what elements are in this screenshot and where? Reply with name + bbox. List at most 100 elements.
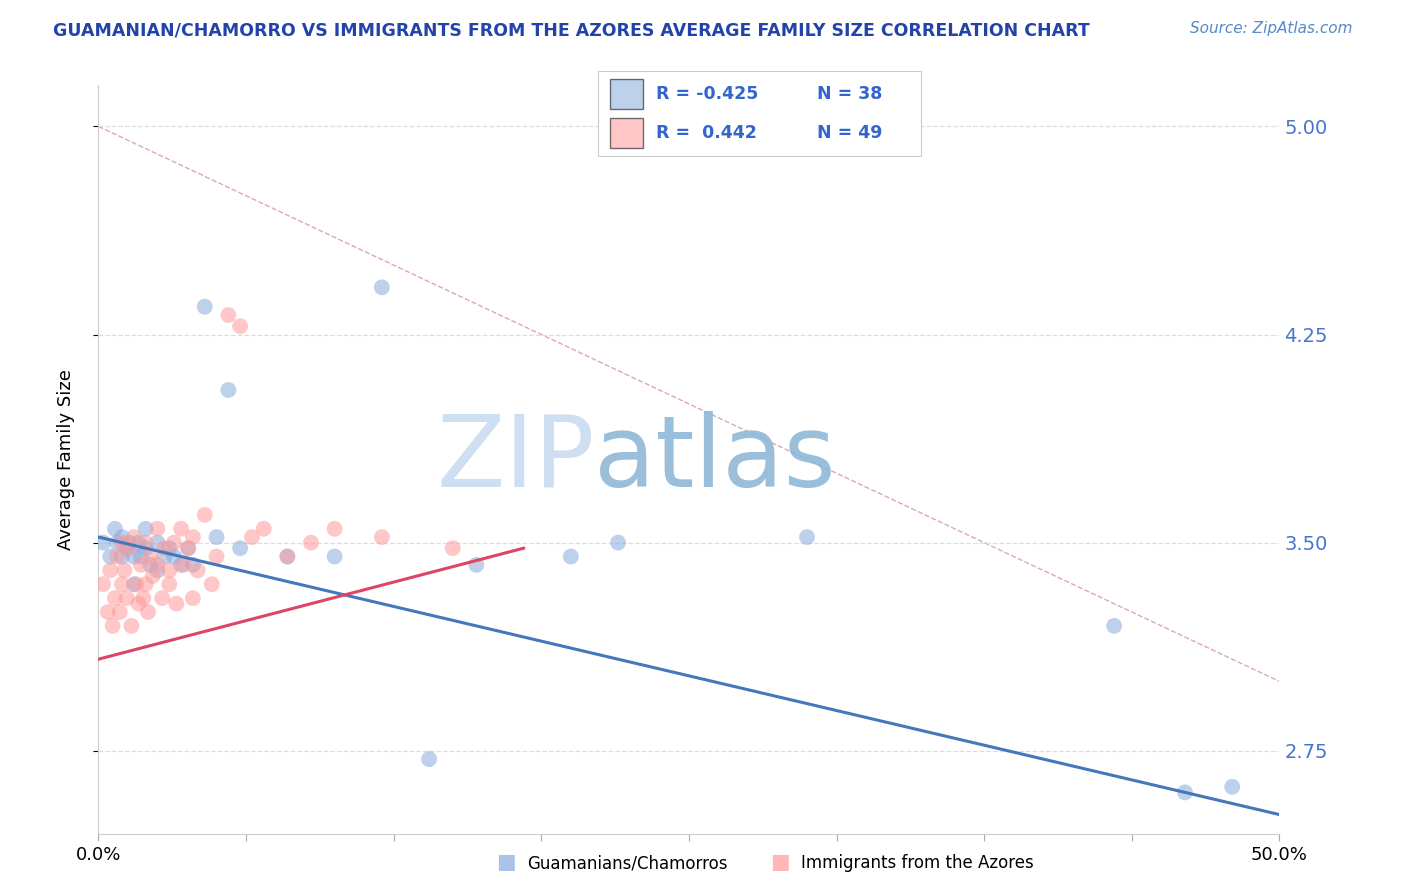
Point bbox=[1102, 619, 1125, 633]
Point bbox=[194, 508, 217, 522]
Point bbox=[121, 619, 143, 633]
Point bbox=[91, 535, 114, 549]
Point bbox=[135, 541, 157, 556]
Point bbox=[136, 605, 159, 619]
Point bbox=[181, 591, 204, 606]
Point bbox=[172, 558, 194, 572]
Point bbox=[177, 541, 200, 556]
Text: GUAMANIAN/CHAMORRO VS IMMIGRANTS FROM THE AZORES AVERAGE FAMILY SIZE CORRELATION: GUAMANIAN/CHAMORRO VS IMMIGRANTS FROM TH… bbox=[53, 21, 1090, 39]
Point bbox=[201, 577, 224, 591]
Text: ZIP: ZIP bbox=[436, 411, 595, 508]
Point bbox=[153, 541, 176, 556]
Point bbox=[418, 752, 440, 766]
Point bbox=[111, 530, 134, 544]
Point bbox=[146, 558, 169, 572]
Point bbox=[181, 530, 204, 544]
Point bbox=[465, 558, 488, 572]
Point bbox=[104, 522, 127, 536]
Point bbox=[240, 530, 263, 544]
Point bbox=[105, 535, 128, 549]
Point bbox=[150, 591, 173, 606]
Point bbox=[125, 577, 148, 591]
Text: atlas: atlas bbox=[595, 411, 837, 508]
Point bbox=[253, 522, 276, 536]
Point bbox=[104, 591, 127, 606]
Point bbox=[170, 522, 193, 536]
Point bbox=[181, 558, 204, 572]
Point bbox=[1174, 785, 1197, 799]
Point bbox=[157, 541, 180, 556]
Point bbox=[441, 541, 464, 556]
Point bbox=[122, 577, 145, 591]
Point bbox=[97, 605, 120, 619]
Text: ■: ■ bbox=[496, 853, 516, 872]
FancyBboxPatch shape bbox=[610, 118, 643, 147]
FancyBboxPatch shape bbox=[610, 79, 643, 109]
Point bbox=[111, 577, 134, 591]
Point bbox=[177, 541, 200, 556]
Point bbox=[187, 563, 209, 577]
Text: N = 49: N = 49 bbox=[817, 124, 883, 142]
Point bbox=[132, 591, 155, 606]
Text: R = -0.425: R = -0.425 bbox=[655, 86, 758, 103]
Point bbox=[229, 319, 252, 334]
Point bbox=[153, 549, 176, 564]
Point bbox=[128, 597, 150, 611]
Point bbox=[118, 541, 141, 556]
Point bbox=[129, 558, 152, 572]
Point bbox=[276, 549, 298, 564]
Point bbox=[170, 558, 193, 572]
Point bbox=[112, 563, 135, 577]
Point bbox=[128, 535, 150, 549]
Point bbox=[163, 535, 186, 549]
Point bbox=[194, 300, 217, 314]
Point bbox=[157, 563, 180, 577]
Text: Immigrants from the Azores: Immigrants from the Azores bbox=[801, 855, 1035, 872]
Point bbox=[108, 605, 131, 619]
Text: Source: ZipAtlas.com: Source: ZipAtlas.com bbox=[1189, 21, 1353, 37]
Point bbox=[105, 549, 128, 564]
Point bbox=[205, 549, 228, 564]
Point bbox=[139, 558, 162, 572]
Point bbox=[229, 541, 252, 556]
Point bbox=[146, 522, 169, 536]
Point bbox=[111, 549, 134, 564]
Point bbox=[101, 619, 124, 633]
Point bbox=[217, 383, 239, 397]
Point bbox=[165, 597, 187, 611]
Point bbox=[560, 549, 582, 564]
Text: ■: ■ bbox=[770, 853, 790, 872]
Point bbox=[98, 563, 121, 577]
Point bbox=[146, 563, 169, 577]
Point bbox=[115, 541, 138, 556]
Point bbox=[135, 577, 157, 591]
Text: N = 38: N = 38 bbox=[817, 86, 883, 103]
Point bbox=[139, 549, 162, 564]
Text: Guamanians/Chamorros: Guamanians/Chamorros bbox=[527, 855, 728, 872]
Point bbox=[276, 549, 298, 564]
Point bbox=[323, 549, 346, 564]
Point bbox=[323, 522, 346, 536]
Point bbox=[115, 591, 138, 606]
Point bbox=[217, 308, 239, 322]
Point bbox=[118, 535, 141, 549]
Point bbox=[163, 549, 186, 564]
Point bbox=[146, 535, 169, 549]
Point bbox=[607, 535, 630, 549]
Point bbox=[135, 522, 157, 536]
Point bbox=[122, 549, 145, 564]
Point bbox=[98, 549, 121, 564]
Point bbox=[299, 535, 322, 549]
Point bbox=[371, 530, 394, 544]
Point bbox=[796, 530, 818, 544]
Point bbox=[205, 530, 228, 544]
Point bbox=[111, 535, 134, 549]
Point bbox=[1220, 780, 1243, 794]
Y-axis label: Average Family Size: Average Family Size bbox=[56, 369, 75, 549]
Text: R =  0.442: R = 0.442 bbox=[655, 124, 756, 142]
Point bbox=[142, 569, 165, 583]
Point bbox=[91, 577, 114, 591]
Point bbox=[135, 535, 157, 549]
Point bbox=[122, 530, 145, 544]
Point bbox=[129, 549, 152, 564]
